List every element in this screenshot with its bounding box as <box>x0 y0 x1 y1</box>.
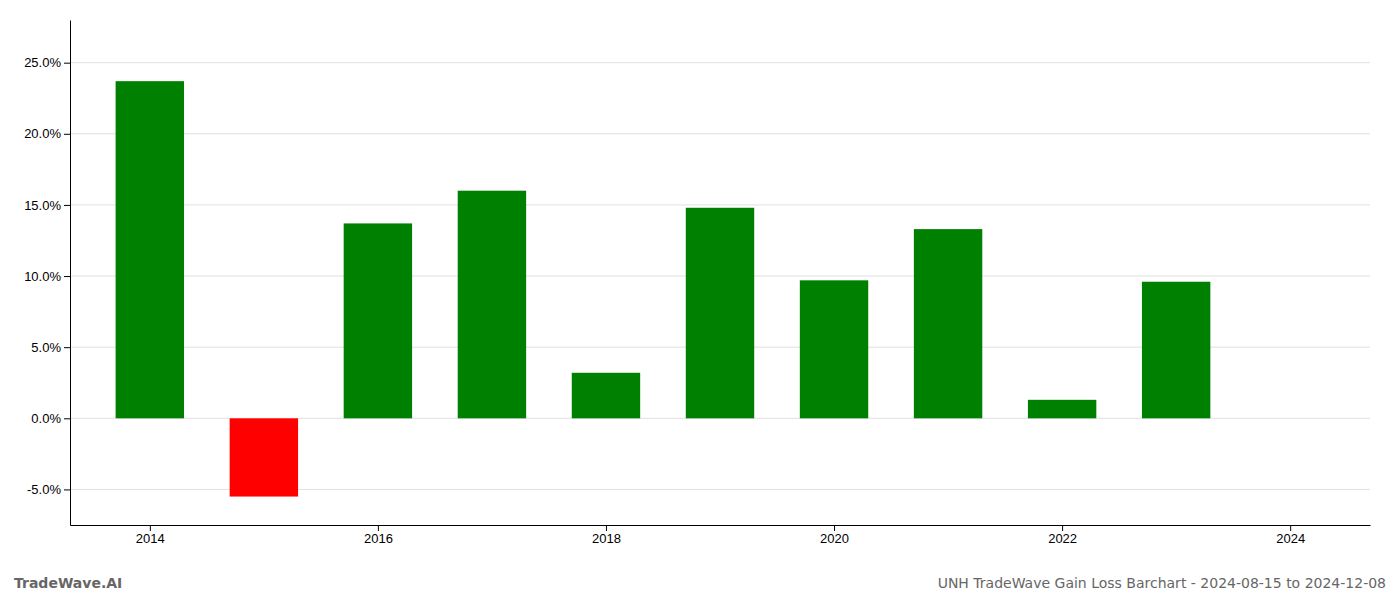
x-tick-mark <box>378 525 379 531</box>
bar <box>458 191 526 419</box>
y-tick-label: 10.0% <box>24 269 61 284</box>
y-axis-line <box>70 21 71 526</box>
grid-line <box>70 133 1370 134</box>
x-tick-label: 2018 <box>592 531 621 546</box>
y-axis: -5.0% 0.0% 5.0% 10.0% 15.0% 20.0% 25.0% <box>24 21 70 526</box>
y-tick: 0.0% <box>31 411 70 426</box>
x-tick-label: 2016 <box>364 531 393 546</box>
x-tick-mark <box>606 525 607 531</box>
annotation: TradeWave.AI <box>14 575 122 591</box>
bar <box>344 223 412 418</box>
x-tick: 2018 <box>592 525 621 546</box>
x-axis: 2014 2016 2018 2020 2022 2024 <box>71 525 1371 546</box>
x-tick-label: 2014 <box>136 531 165 546</box>
y-tick: 15.0% <box>24 198 70 213</box>
y-tick-mark <box>64 205 70 206</box>
bar <box>230 418 298 496</box>
y-tick-label: -5.0% <box>27 482 61 497</box>
x-tick-mark <box>1290 525 1291 531</box>
bar <box>914 229 982 418</box>
y-tick-mark <box>64 418 70 419</box>
chart: 2014 2016 2018 2020 2022 2024 -5.0% 0.0% 5.0% 10.… <box>0 0 1400 600</box>
x-tick-label: 2020 <box>820 531 849 546</box>
x-tick: 2020 <box>820 525 849 546</box>
y-tick-mark <box>64 134 70 135</box>
y-tick-label: 0.0% <box>31 411 61 426</box>
y-tick-label: 20.0% <box>24 126 61 141</box>
y-tick-label: 15.0% <box>24 198 61 213</box>
y-tick-label: 25.0% <box>24 55 61 70</box>
bar <box>1028 400 1096 418</box>
annotation: UNH TradeWave Gain Loss Barchart - 2024-… <box>938 575 1386 591</box>
bars <box>116 81 1211 496</box>
x-tick-mark <box>150 525 151 531</box>
x-tick-label: 2022 <box>1048 531 1077 546</box>
y-tick: 25.0% <box>24 55 70 70</box>
x-tick: 2016 <box>364 525 393 546</box>
plot: 2014 2016 2018 2020 2022 2024 -5.0% 0.0% 5.0% 10.… <box>24 21 1370 547</box>
bar <box>116 81 184 418</box>
y-tick: 20.0% <box>24 126 70 141</box>
grid-line <box>70 204 1370 205</box>
bar <box>686 208 754 419</box>
y-tick: -5.0% <box>27 482 70 497</box>
y-tick-mark <box>64 63 70 64</box>
bar <box>572 373 640 419</box>
x-tick-mark <box>834 525 835 531</box>
y-tick-mark <box>64 276 70 277</box>
x-tick-mark <box>1062 525 1063 531</box>
y-tick: 10.0% <box>24 269 70 284</box>
x-tick: 2014 <box>136 525 165 546</box>
x-tick: 2022 <box>1048 525 1077 546</box>
y-tick-mark <box>64 489 70 490</box>
y-tick: 5.0% <box>31 340 70 355</box>
y-tick-label: 5.0% <box>31 340 61 355</box>
x-axis-line <box>71 525 1371 526</box>
x-tick-label: 2024 <box>1276 531 1305 546</box>
bar <box>1142 282 1210 419</box>
grid-line <box>70 62 1370 63</box>
x-tick: 2024 <box>1276 525 1305 546</box>
bar <box>800 280 868 418</box>
y-tick-mark <box>64 347 70 348</box>
